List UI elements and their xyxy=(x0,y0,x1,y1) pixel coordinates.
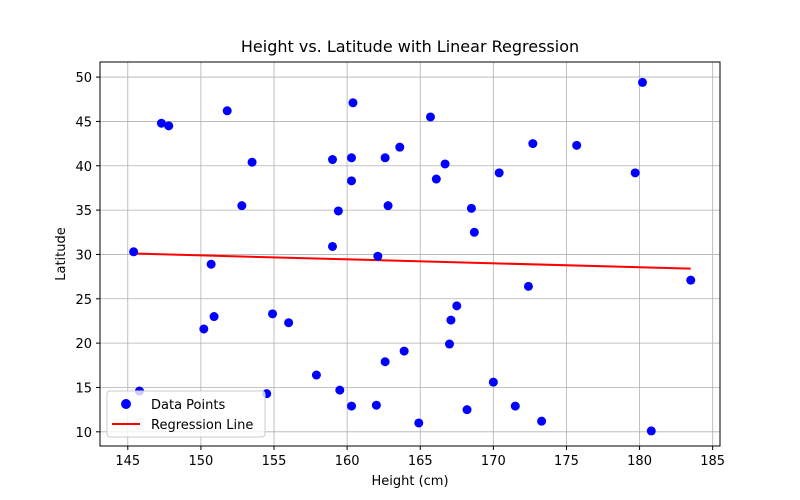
y-tick-label: 30 xyxy=(75,248,92,263)
legend-label-data-points: Data Points xyxy=(151,398,225,413)
data-point xyxy=(444,339,454,349)
data-point xyxy=(523,281,533,291)
data-point xyxy=(630,168,640,178)
y-tick-label: 40 xyxy=(75,160,92,175)
data-point xyxy=(646,426,656,436)
chart-title: Height vs. Latitude with Linear Regressi… xyxy=(241,37,579,56)
data-point xyxy=(328,155,337,165)
regression-line xyxy=(133,252,691,270)
x-tick-label: 175 xyxy=(554,454,579,469)
data-point xyxy=(462,405,472,415)
data-point xyxy=(528,139,538,149)
data-point xyxy=(446,315,456,325)
y-axis-label: Latitude xyxy=(54,227,69,281)
data-point xyxy=(510,401,520,411)
legend-marker-data-points xyxy=(121,399,131,409)
data-point xyxy=(209,312,219,322)
data-point xyxy=(328,241,337,251)
data-point xyxy=(284,318,294,328)
x-tick-label: 160 xyxy=(335,454,360,469)
data-point xyxy=(469,227,479,237)
data-point xyxy=(311,370,321,380)
y-tick-label: 50 xyxy=(75,71,92,86)
data-point xyxy=(494,168,504,178)
data-point xyxy=(335,385,345,395)
data-point xyxy=(431,174,441,184)
x-tick-label: 155 xyxy=(262,454,287,469)
y-tick-label: 10 xyxy=(75,426,92,441)
data-point xyxy=(268,309,278,319)
data-point xyxy=(348,98,358,108)
grid xyxy=(100,62,720,446)
x-tick-label: 145 xyxy=(115,454,140,469)
y-tick-label: 25 xyxy=(75,293,92,308)
data-point xyxy=(164,121,174,131)
data-point xyxy=(222,106,232,116)
data-point xyxy=(425,112,435,122)
regression-line-layer xyxy=(133,252,691,270)
y-tick-label: 35 xyxy=(75,204,92,219)
data-point xyxy=(129,247,139,257)
data-point xyxy=(347,401,357,411)
data-point xyxy=(488,377,498,387)
x-tick-label: 185 xyxy=(700,454,725,469)
x-tick-label: 150 xyxy=(188,454,213,469)
y-tick-label: 15 xyxy=(75,381,92,396)
y-tick-label: 45 xyxy=(75,115,92,130)
data-point xyxy=(466,203,476,213)
data-point xyxy=(395,142,405,152)
data-point xyxy=(347,176,357,186)
data-point xyxy=(380,357,390,367)
data-point xyxy=(206,259,216,269)
x-tick-label: 180 xyxy=(627,454,652,469)
y-tick-label: 20 xyxy=(75,337,92,352)
legend-label-regression-line: Regression Line xyxy=(151,418,253,433)
data-point xyxy=(237,201,247,211)
data-point xyxy=(333,206,343,216)
data-point xyxy=(399,346,409,356)
data-point xyxy=(156,118,166,128)
legend: Data Points Regression Line xyxy=(106,390,266,438)
x-axis-label: Height (cm) xyxy=(371,474,448,489)
data-point xyxy=(371,400,381,410)
data-point xyxy=(199,324,209,334)
data-point xyxy=(373,251,383,261)
x-tick-label: 165 xyxy=(408,454,433,469)
x-tick-label: 170 xyxy=(481,454,506,469)
data-point xyxy=(572,140,582,150)
data-point xyxy=(537,416,547,426)
legend-box xyxy=(106,390,266,438)
data-point xyxy=(247,157,257,167)
data-point xyxy=(383,201,393,211)
axis-ticks: 145 150 155 160 165 170 175 180 185 10 15 20 25 30 35 4… xyxy=(75,71,725,469)
data-point xyxy=(347,153,357,163)
data-point xyxy=(686,275,696,285)
data-point xyxy=(638,77,647,87)
data-point xyxy=(380,153,390,163)
data-point xyxy=(414,418,424,428)
data-points-layer xyxy=(129,77,696,436)
data-point xyxy=(452,301,462,311)
data-point xyxy=(440,159,450,169)
